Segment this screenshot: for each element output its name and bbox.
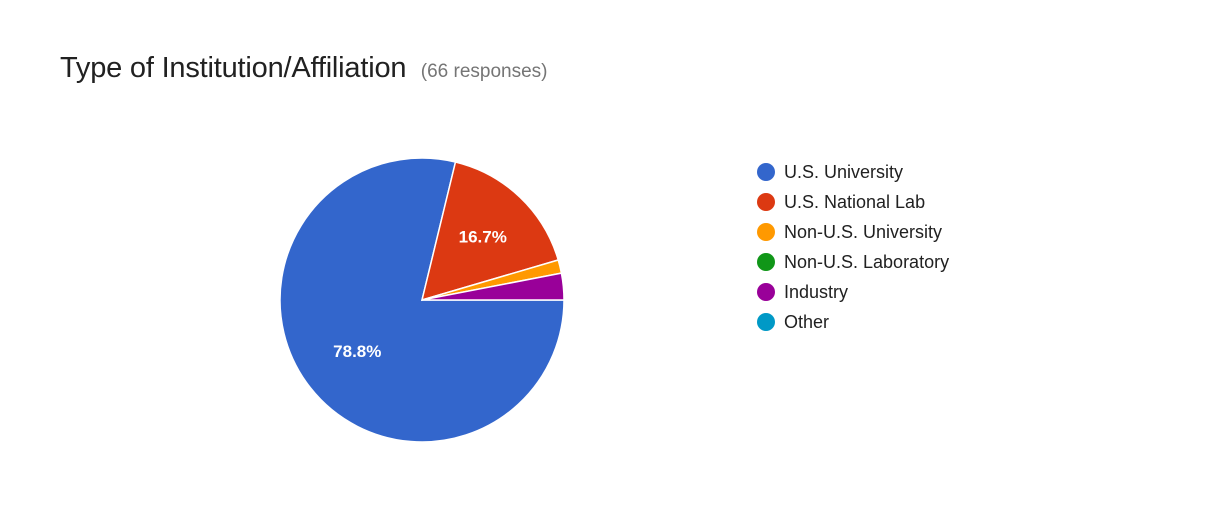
legend-item[interactable]: Non-U.S. University — [757, 217, 949, 247]
legend-label: U.S. National Lab — [784, 191, 926, 212]
response-count: (66 responses) — [420, 61, 548, 82]
legend-swatch-icon — [757, 163, 775, 181]
legend-label: U.S. University — [784, 161, 904, 182]
legend-label: Non-U.S. Laboratory — [784, 251, 950, 272]
legend-swatch-icon — [757, 313, 775, 331]
legend-swatch-icon — [757, 223, 775, 241]
legend-swatch-icon — [757, 283, 775, 301]
legend-item[interactable]: Other — [757, 307, 949, 337]
legend-item[interactable]: Non-U.S. Laboratory — [757, 247, 949, 277]
chart-header: Type of Institution/Affiliation (66 resp… — [60, 52, 548, 85]
pie-slice-u-s-national-lab[interactable] — [420, 161, 560, 302]
legend-swatch-icon — [757, 193, 775, 211]
legend-item[interactable]: Industry — [757, 277, 949, 307]
legend-swatch-icon — [757, 253, 775, 271]
legend-label: Industry — [784, 281, 849, 302]
pie-slice-industry[interactable] — [421, 272, 565, 301]
legend-label: Other — [784, 311, 830, 332]
slice-percent-label: 78.8% — [333, 342, 381, 361]
legend-label: Non-U.S. University — [784, 221, 943, 242]
chart-legend: U.S. University U.S. National Lab Non-U.S.… — [757, 157, 949, 337]
legend-item[interactable]: U.S. University — [757, 157, 949, 187]
legend-item[interactable]: U.S. National Lab — [757, 187, 949, 217]
slice-percent-label: 16.7% — [459, 227, 507, 246]
chart-title: Type of Institution/Affiliation — [60, 52, 407, 84]
